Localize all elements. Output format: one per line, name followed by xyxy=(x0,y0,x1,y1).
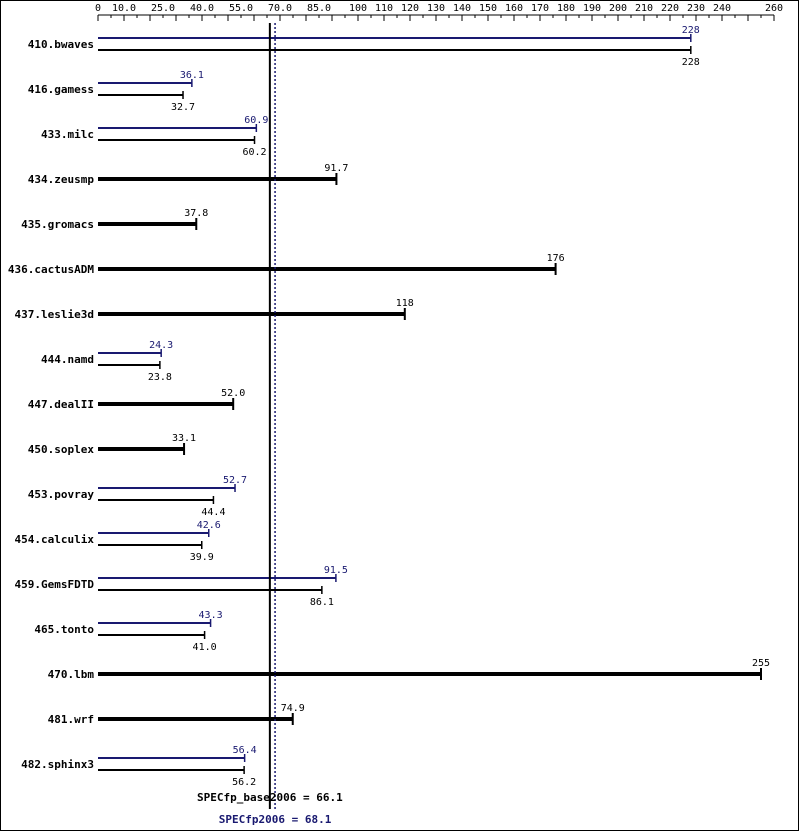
peak-value-label: 36.1 xyxy=(180,70,204,81)
benchmark-row: 433.milc 60.9 60.2 xyxy=(41,115,268,158)
x-tick-label: 180 xyxy=(557,3,575,14)
peak-value-label: 42.6 xyxy=(197,520,221,531)
base-value-label: 52.0 xyxy=(221,388,245,399)
benchmark-row: 453.povray 52.7 44.4 xyxy=(28,475,247,518)
benchmark-row: 416.gamess 36.1 32.7 xyxy=(28,70,204,113)
benchmark-row: 434.zeusmp 91.7 xyxy=(28,163,349,186)
benchmark-row: 481.wrf 74.9 xyxy=(48,703,305,726)
benchmark-label: 482.sphinx3 xyxy=(21,758,94,771)
x-tick-label: 200 xyxy=(609,3,627,14)
base-value-label: 228 xyxy=(682,57,700,68)
x-tick-label: 260 xyxy=(765,3,783,14)
base-value-label: 23.8 xyxy=(148,372,172,383)
base-value-label: 255 xyxy=(752,658,770,669)
peak-summary-label: SPECfp2006 = 68.1 xyxy=(219,813,332,826)
x-tick-label: 70.0 xyxy=(268,3,292,14)
benchmark-row: 447.dealII 52.0 xyxy=(28,388,245,411)
peak-value-label: 56.4 xyxy=(233,745,257,756)
benchmark-row: 435.gromacs 37.8 xyxy=(21,208,208,231)
benchmark-row: 444.namd 24.3 23.8 xyxy=(41,340,173,383)
x-tick-label: 230 xyxy=(687,3,705,14)
peak-value-label: 228 xyxy=(682,25,700,36)
benchmark-row: 470.lbm 255 xyxy=(48,658,770,681)
benchmark-label: 436.cactusADM xyxy=(8,263,94,276)
base-value-label: 91.7 xyxy=(324,163,348,174)
x-tick-label: 25.0 xyxy=(151,3,175,14)
base-value-label: 44.4 xyxy=(201,507,225,518)
x-tick-label: 220 xyxy=(661,3,679,14)
benchmark-label: 435.gromacs xyxy=(21,218,94,231)
benchmark-row: 437.leslie3d 118 xyxy=(15,298,414,321)
x-tick-label: 55.0 xyxy=(229,3,253,14)
x-tick-label: 10.0 xyxy=(112,3,136,14)
base-value-label: 60.2 xyxy=(242,147,266,158)
benchmark-label: 450.soplex xyxy=(28,443,95,456)
base-value-label: 118 xyxy=(396,298,414,309)
peak-value-label: 60.9 xyxy=(244,115,268,126)
summary-group: SPECfp_base2006 = 66.1 SPECfp2006 = 68.1 xyxy=(197,23,343,826)
base-value-label: 56.2 xyxy=(232,777,256,788)
x-axis: 0 10.0 25.0 40.0 55.0 70.0 85.0 100 110 120 130 140… xyxy=(95,3,783,21)
benchmark-label: 481.wrf xyxy=(48,713,94,726)
x-tick-label: 130 xyxy=(427,3,445,14)
benchmark-row: 410.bwaves 228 228 xyxy=(28,25,700,68)
base-value-label: 39.9 xyxy=(190,552,214,563)
x-tick-label: 40.0 xyxy=(190,3,214,14)
x-tick-label: 150 xyxy=(479,3,497,14)
benchmark-row: 450.soplex 33.1 xyxy=(28,433,196,456)
base-value-label: 176 xyxy=(547,253,565,264)
base-value-label: 37.8 xyxy=(184,208,208,219)
benchmark-row: 465.tonto 43.3 41.0 xyxy=(34,610,222,653)
base-value-label: 41.0 xyxy=(193,642,217,653)
benchmark-row: 459.GemsFDTD 91.5 86.1 xyxy=(15,565,348,608)
x-tick-label: 100 xyxy=(349,3,367,14)
base-summary-label: SPECfp_base2006 = 66.1 xyxy=(197,791,343,804)
benchmark-label: 434.zeusmp xyxy=(28,173,95,186)
peak-value-label: 52.7 xyxy=(223,475,247,486)
peak-value-label: 24.3 xyxy=(149,340,173,351)
benchmark-label: 437.leslie3d xyxy=(15,308,94,321)
x-tick-label: 120 xyxy=(401,3,419,14)
benchmark-label: 470.lbm xyxy=(48,668,95,681)
bars-group: 410.bwaves 228 228 416.gamess 36.1 32.7 433.mi… xyxy=(8,25,770,788)
x-tick-label: 160 xyxy=(505,3,523,14)
benchmark-row: 436.cactusADM 176 xyxy=(8,253,565,276)
benchmark-row: 454.calculix 42.6 39.9 xyxy=(15,520,221,563)
benchmark-label: 465.tonto xyxy=(34,623,94,636)
benchmark-label: 453.povray xyxy=(28,488,95,501)
benchmark-label: 454.calculix xyxy=(15,533,95,546)
x-tick-label: 140 xyxy=(453,3,471,14)
x-tick-label: 210 xyxy=(635,3,653,14)
benchmark-label: 433.milc xyxy=(41,128,94,141)
base-value-label: 32.7 xyxy=(171,102,195,113)
benchmark-label: 444.namd xyxy=(41,353,94,366)
x-tick-label: 240 xyxy=(713,3,731,14)
x-tick-label: 0 xyxy=(95,3,101,14)
x-tick-label: 85.0 xyxy=(307,3,331,14)
base-value-label: 33.1 xyxy=(172,433,196,444)
benchmark-label: 416.gamess xyxy=(28,83,94,96)
base-value-label: 74.9 xyxy=(281,703,305,714)
base-value-label: 86.1 xyxy=(310,597,334,608)
x-tick-label: 110 xyxy=(375,3,393,14)
peak-value-label: 91.5 xyxy=(324,565,348,576)
benchmark-row: 482.sphinx3 56.4 56.2 xyxy=(21,745,257,788)
benchmark-label: 459.GemsFDTD xyxy=(15,578,95,591)
x-tick-label: 170 xyxy=(531,3,549,14)
peak-value-label: 43.3 xyxy=(199,610,223,621)
benchmark-label: 410.bwaves xyxy=(28,38,94,51)
benchmark-label: 447.dealII xyxy=(28,398,94,411)
x-tick-label: 190 xyxy=(583,3,601,14)
